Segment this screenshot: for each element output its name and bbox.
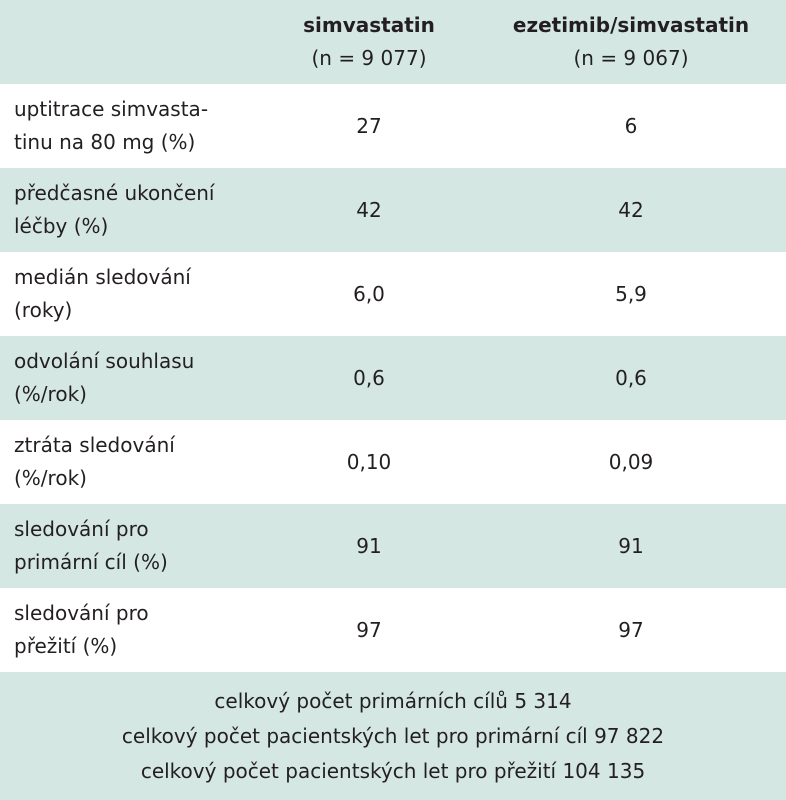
value-cell: 91 [356,533,382,558]
row-label-cell: předčasné ukončení léčby (%) [0,177,262,243]
column-title: ezetimib/simvastatin [512,13,750,37]
footer-line: celkový počet pacientských let pro přeži… [140,758,646,783]
value-cell: 91 [618,533,644,558]
row-label: odvolání souhlasu [14,349,195,373]
row-label-cell: medián sledování (roky) [0,261,262,327]
value-cell: 0,6 [615,365,647,390]
row-label: sledování pro [14,601,149,625]
row-label: primární cíl (%) [14,550,168,574]
row-label: přežití (%) [14,634,118,658]
table-row: sledování pro přežití (%) 97 97 [0,588,786,672]
table-row: ztráta sledování (%/rok) 0,10 0,09 [0,420,786,504]
footer-line: celkový počet pacientských let pro primá… [121,723,665,748]
row-label: tinu na 80 mg (%) [14,130,196,154]
row-label: léčby (%) [14,214,109,238]
value-cell: 5,9 [615,281,647,306]
value-cell: 42 [618,197,644,222]
column-subtitle: (n = 9 077) [311,46,427,70]
table-row: odvolání souhlasu (%/rok) 0,6 0,6 [0,336,786,420]
row-label: (%/rok) [14,466,87,490]
table-row: uptitrace simvasta-tinu na 80 mg (%) 27 6 [0,84,786,168]
row-label: (%/rok) [14,382,87,406]
value-cell: 42 [356,197,382,222]
row-label-cell: ztráta sledování (%/rok) [0,429,262,495]
value-cell: 27 [356,113,382,138]
value-cell: 0,09 [608,449,654,474]
row-label: (roky) [14,298,73,322]
table-body: uptitrace simvasta-tinu na 80 mg (%) 27 6 p… [0,84,786,672]
row-label: medián sledování [14,265,191,289]
column-title: simvastatin [303,13,435,37]
value-cell: 97 [618,617,644,642]
header-cell: simvastatin (n = 9 077) [262,9,476,75]
row-label: sledování pro [14,517,149,541]
table-row: medián sledování (roky) 6,0 5,9 [0,252,786,336]
header-row: simvastatin (n = 9 077) ezetimib/simvast… [0,0,786,84]
row-label: uptitrace simvasta- [14,97,209,121]
row-label: ztráta sledování [14,433,175,457]
column-subtitle: (n = 9 067) [573,46,689,70]
row-label-cell: sledování pro přežití (%) [0,597,262,663]
value-cell: 97 [356,617,382,642]
footer-line: celkový počet primárních cílů 5 314 [214,688,572,713]
value-cell: 6,0 [353,281,385,306]
footer: celkový počet primárních cílů 5 314 celko… [0,672,786,800]
value-cell: 0,6 [353,365,385,390]
row-label-cell: odvolání souhlasu (%/rok) [0,345,262,411]
value-cell: 0,10 [346,449,392,474]
row-label-cell: sledování pro primární cíl (%) [0,513,262,579]
table-row: předčasné ukončení léčby (%) 42 42 [0,168,786,252]
row-label: předčasné ukončení [14,181,215,205]
header-cell: ezetimib/simvastatin (n = 9 067) [476,9,786,75]
value-cell: 6 [624,113,638,138]
table-row: sledování pro primární cíl (%) 91 91 [0,504,786,588]
row-label-cell: uptitrace simvasta-tinu na 80 mg (%) [0,93,262,159]
